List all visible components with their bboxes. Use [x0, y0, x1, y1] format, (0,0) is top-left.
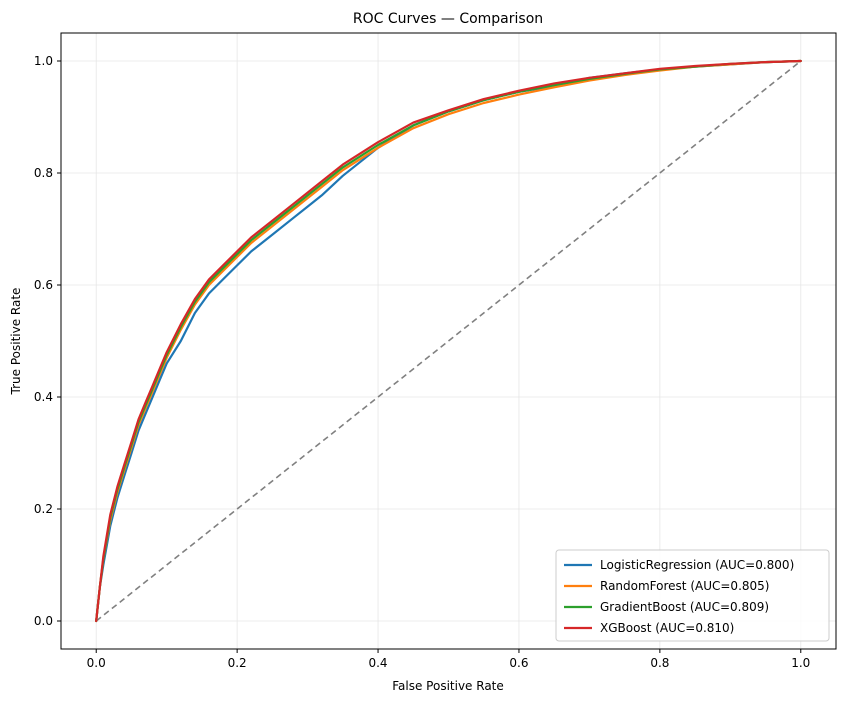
y-axis-ticks: 0.0 0.2 0.4 0.6 0.8 1.0	[34, 54, 61, 628]
x-tick-label: 0.6	[509, 656, 528, 670]
x-tick-label: 0.2	[228, 656, 247, 670]
x-tick-label: 0.4	[368, 656, 387, 670]
y-tick-label: 0.0	[34, 614, 53, 628]
reference-diagonal-line	[95, 60, 802, 622]
y-tick-label: 0.2	[34, 502, 53, 516]
plot-area-frame	[60, 32, 837, 650]
y-tick-label: 0.8	[34, 166, 53, 180]
chart-title: ROC Curves — Comparison	[353, 11, 543, 27]
legend-entry-label: LogisticRegression (AUC=0.800)	[600, 558, 794, 572]
legend-entry-label: RandomForest (AUC=0.805)	[600, 579, 769, 593]
x-axis-label: False Positive Rate	[392, 679, 504, 693]
grid-lines	[61, 33, 836, 649]
y-tick-label: 0.6	[34, 278, 53, 292]
x-tick-label: 1.0	[791, 656, 810, 670]
x-axis-ticks: 0.0 0.2 0.4 0.6 0.8 1.0	[87, 649, 810, 670]
legend-box	[555, 549, 830, 642]
legend: LogisticRegression (AUC=0.800) RandomFore…	[555, 549, 830, 642]
y-tick-label: 1.0	[34, 54, 53, 68]
series-layer	[95, 59, 802, 623]
legend-entry-label: GradientBoost (AUC=0.809)	[600, 600, 769, 614]
y-axis-label: True Positive Rate	[9, 288, 23, 396]
series-line-3	[95, 59, 802, 623]
x-tick-label: 0.8	[650, 656, 669, 670]
x-tick-label: 0.0	[87, 656, 106, 670]
legend-entry-label: XGBoost (AUC=0.810)	[600, 621, 734, 635]
y-tick-label: 0.4	[34, 390, 53, 404]
